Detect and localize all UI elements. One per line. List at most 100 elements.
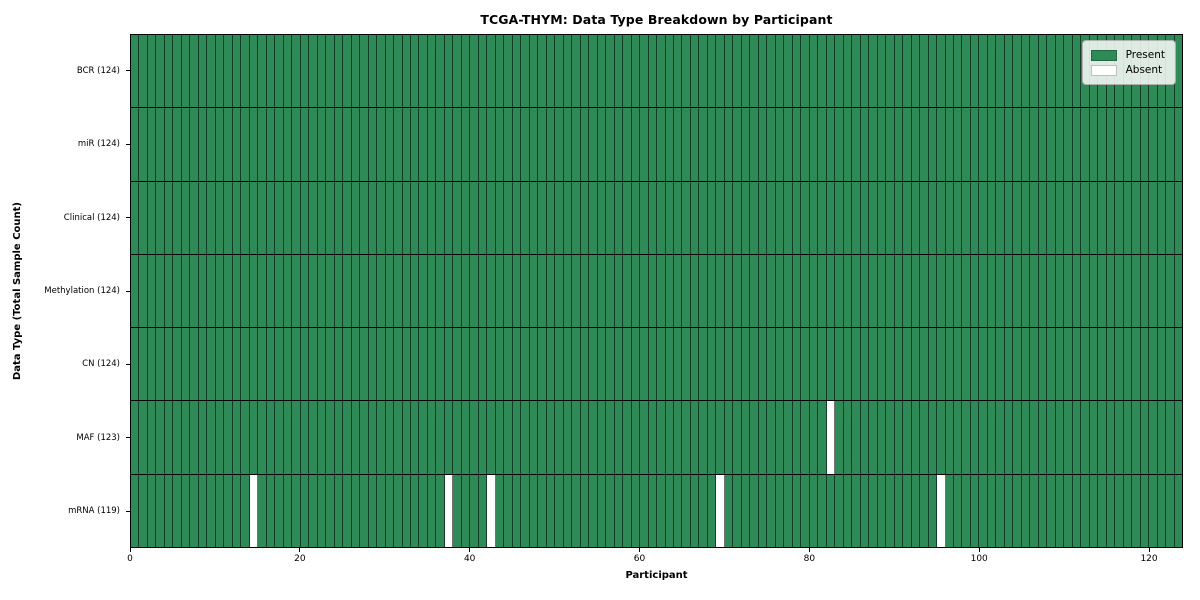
cell-present: [987, 181, 997, 254]
cell-present: [614, 35, 624, 108]
cell-present: [869, 108, 878, 181]
cell-present: [419, 108, 428, 181]
cell-present: [1123, 328, 1133, 401]
cell-present: [309, 474, 318, 547]
cell-present: [911, 35, 921, 108]
cell-present: [572, 474, 581, 547]
cell-present: [538, 474, 547, 547]
cell-present: [580, 254, 590, 328]
cell-present: [937, 401, 946, 474]
cell-present: [852, 181, 861, 254]
y-axis: BCR (124) miR (124) Clinical (124) Methylat…: [0, 34, 130, 548]
cell-present: [826, 181, 836, 254]
cell-present: [207, 401, 216, 474]
cell-present: [546, 108, 556, 181]
cell-present: [809, 474, 819, 547]
cell-present: [1038, 474, 1048, 547]
cell-present: [589, 181, 598, 254]
legend-label-present: Present: [1125, 49, 1165, 61]
cell-present: [724, 181, 734, 254]
cell-present: [767, 328, 776, 401]
y-tick-mark: [126, 363, 130, 365]
cell-present: [852, 474, 861, 547]
cell-present: [419, 328, 428, 401]
cell-present: [275, 35, 284, 108]
cell-present: [945, 35, 954, 108]
cell-present: [1174, 401, 1183, 474]
y-tick-label: miR (124): [77, 139, 120, 150]
y-tick-mark: [126, 70, 130, 72]
cell-present: [538, 401, 547, 474]
cell-present: [241, 328, 250, 401]
cell-present: [410, 254, 420, 328]
cell-present: [1132, 328, 1141, 401]
cell-present: [648, 401, 658, 474]
cell-present: [1055, 181, 1065, 254]
cell-present: [1149, 181, 1158, 254]
cell-present: [198, 108, 208, 181]
cell-present: [1013, 108, 1022, 181]
cell-present: [843, 474, 853, 547]
cell-present: [953, 474, 963, 547]
cell-present: [156, 254, 165, 328]
cell-present: [1089, 401, 1099, 474]
cell-present: [699, 474, 708, 547]
cell-present: [835, 474, 844, 547]
cell-present: [1013, 401, 1022, 474]
cell-present: [775, 35, 785, 108]
cell-present: [682, 108, 691, 181]
cell-present: [1047, 328, 1056, 401]
cell-present: [224, 35, 233, 108]
cell-present: [657, 108, 666, 181]
cell-present: [962, 474, 971, 547]
cell-present: [436, 108, 445, 181]
cell-present: [1166, 474, 1175, 547]
x-tick-label: 0: [127, 554, 133, 564]
cell-present: [1089, 474, 1099, 547]
cell-present: [784, 474, 793, 547]
legend: Present Absent: [1081, 40, 1176, 85]
cell-present: [707, 474, 717, 547]
cell-present: [563, 254, 573, 328]
cell-present: [427, 181, 437, 254]
cell-present: [292, 108, 301, 181]
cell-present: [690, 254, 700, 328]
cell-present: [903, 328, 912, 401]
cell-present: [377, 328, 386, 401]
cell-present: [792, 108, 802, 181]
cell-present: [733, 254, 742, 328]
cell-present: [970, 108, 980, 181]
x-tick-label: 40: [463, 554, 476, 564]
cell-present: [648, 328, 658, 401]
cell-present: [1140, 254, 1150, 328]
cell-present: [979, 108, 988, 181]
cell-present: [724, 328, 734, 401]
cell-present: [1132, 108, 1141, 181]
cell-present: [444, 254, 454, 328]
cell-present: [1072, 328, 1082, 401]
cell-present: [266, 254, 276, 328]
cell-present: [852, 108, 861, 181]
cell-present: [343, 35, 352, 108]
cell-present: [258, 401, 267, 474]
cell-present: [538, 35, 547, 108]
cell-present: [852, 254, 861, 328]
cell-present: [478, 474, 488, 547]
cell-present: [597, 35, 607, 108]
cell-present: [1098, 401, 1107, 474]
cell-present: [690, 181, 700, 254]
heatmap-row-miR: [131, 108, 1183, 182]
cell-present: [232, 474, 242, 547]
cell-present: [877, 474, 887, 547]
cell-present: [869, 35, 878, 108]
cell-present: [852, 401, 861, 474]
cell-absent: [937, 474, 946, 547]
y-tick-mark: [126, 290, 130, 292]
cell-present: [1021, 35, 1031, 108]
cell-present: [835, 401, 844, 474]
cell-present: [1132, 474, 1141, 547]
cell-present: [266, 181, 276, 254]
cell-present: [809, 328, 819, 401]
cell-present: [1166, 108, 1175, 181]
cell-present: [173, 35, 182, 108]
